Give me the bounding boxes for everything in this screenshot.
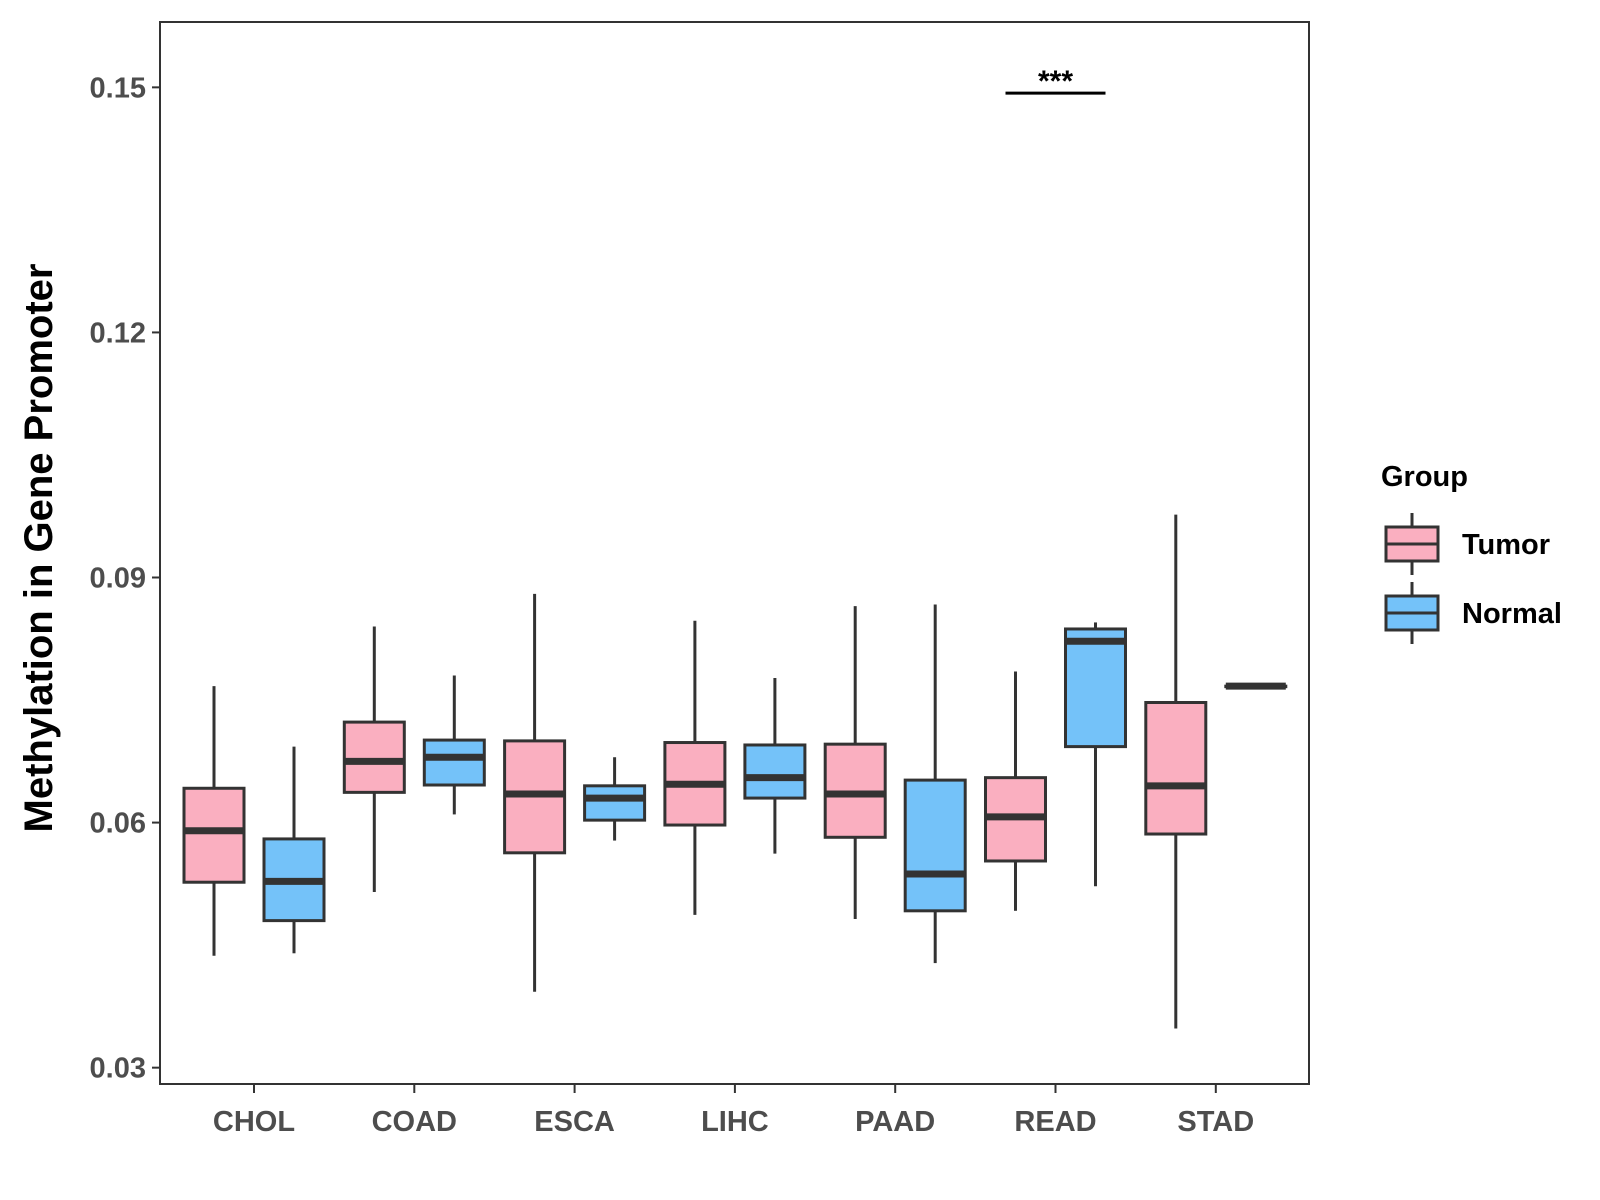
box-normal-lihc: [743, 677, 807, 854]
x-tick-label-stad: STAD: [1177, 1106, 1254, 1138]
box-body: [743, 743, 807, 800]
significance-label: ***: [1038, 65, 1073, 98]
box-normal-chol: [262, 746, 326, 954]
box-tumor-lihc: [663, 620, 727, 915]
box-tumor-stad: [1144, 514, 1208, 1029]
x-tick-label-chol: CHOL: [213, 1106, 295, 1138]
box-body: [903, 778, 967, 913]
box-body: [342, 720, 406, 794]
box-tumor-coad: [342, 626, 406, 893]
legend-entry-tumor: Tumor: [1384, 513, 1550, 575]
x-tick-label-coad: COAD: [372, 1106, 457, 1138]
y-tick-label: 0.06: [90, 808, 146, 840]
box-body: [182, 786, 246, 884]
panel-border: [159, 21, 1310, 1085]
x-tick-label-paad: PAAD: [855, 1106, 935, 1138]
box-tumor-chol: [182, 686, 246, 956]
x-axis: CHOL COAD ESCA LIHC PAAD READ STAD: [213, 1084, 1254, 1138]
legend-entry-normal: Normal: [1384, 582, 1562, 644]
legend-title: Group: [1381, 461, 1468, 493]
x-tick-label-read: READ: [1014, 1106, 1096, 1138]
box-tumor-paad: [823, 606, 887, 919]
box-tumor-esca: [503, 593, 567, 992]
box-normal-esca: [583, 757, 647, 841]
legend-label-normal: Normal: [1462, 598, 1562, 630]
box-body: [583, 784, 647, 822]
x-tick-label-lihc: LIHC: [701, 1106, 769, 1138]
y-axis-title: Methylation in Gene Promoter: [17, 264, 61, 833]
y-tick-label: 0.09: [90, 563, 146, 595]
box-body: [422, 738, 486, 787]
y-tick-label: 0.12: [90, 317, 146, 349]
plot-panel: [159, 21, 1310, 1085]
box-normal-stad: [1224, 682, 1288, 690]
box-body: [1064, 627, 1127, 749]
box-normal-read: [1064, 622, 1127, 887]
y-tick-label: 0.15: [90, 72, 146, 104]
box-tumor-read: [984, 671, 1047, 911]
annotations-layer: ***: [1005, 65, 1106, 98]
boxes-layer: [182, 514, 1288, 1029]
legend: Group Tumor Normal: [1381, 461, 1562, 644]
box-normal-coad: [422, 675, 486, 815]
x-tick-label-esca: ESCA: [534, 1106, 615, 1138]
y-tick-label: 0.03: [90, 1053, 146, 1085]
legend-label-tumor: Tumor: [1462, 529, 1550, 561]
y-axis: 0.03 0.06 0.09 0.12 0.15: [90, 72, 160, 1085]
box-normal-paad: [903, 604, 967, 964]
box-body: [1144, 700, 1208, 836]
